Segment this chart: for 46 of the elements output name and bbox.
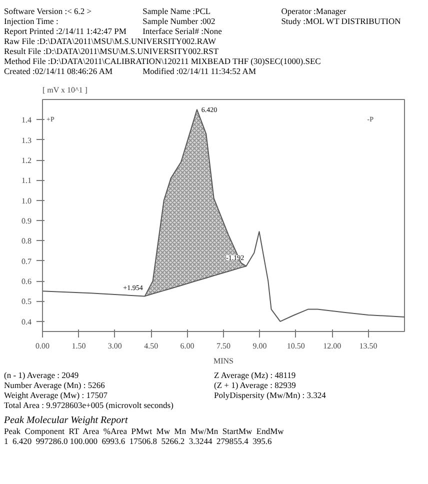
text: Created :02/14/11 08:46:26 AM	[4, 66, 114, 76]
text: (Z + 1) Average : 82939	[214, 380, 297, 390]
x-tick-label: 4.50	[144, 342, 158, 350]
y-tick-label: 1.2	[22, 156, 32, 166]
text: Number Average (Mn) : 5266	[4, 380, 106, 390]
text: Method File :D:\DATA\2011\CALIBRATION\120211 MIXBEAD THF (30)SEC(1000).SEC	[4, 56, 321, 66]
x-axis-title: MINS	[214, 356, 234, 366]
y-tick-label: 0.6	[22, 277, 32, 286]
text: Study :MOL WT DISTRIBUTION	[281, 16, 402, 26]
y-tick-label: 1.4	[22, 116, 32, 125]
y-tick-label: 0.5	[22, 297, 32, 306]
text: Weight Average (Mw) : 17507	[4, 390, 108, 400]
text: Sample Name :PCL	[142, 6, 212, 16]
y-tick-label: 0.4	[22, 317, 32, 326]
text: PolyDispersity (Mw/Mn) : 3.324	[214, 390, 327, 400]
x-tick-label: 3.00	[108, 342, 122, 350]
text: Z Average (Mz) : 48119	[214, 370, 297, 380]
text: Operator :Manager	[281, 6, 348, 16]
x-tick-label: 13.50	[359, 342, 378, 350]
text: 1 6.420 997286.0 100.000 6993.6 17506.8 5266.2 3.3244 279855.4 395.6	[4, 436, 273, 446]
y-tick-label: 0.8	[22, 236, 32, 246]
y-tick-label: 1.0	[22, 196, 32, 206]
y-tick-label: 0.9	[22, 216, 32, 226]
text: Raw File :D:\DATA\2011\MSU\M.S.UNIVERSITY002.RAW	[4, 36, 216, 46]
text: Peak Component RT Area %Area PMwt Mw Mn Mw/Mn StartMw EndMw	[4, 426, 285, 436]
y-tick-label: 0.7	[22, 256, 32, 266]
x-tick-label: 1.50	[72, 342, 86, 350]
x-tick-label: 0.00	[36, 342, 50, 350]
text: Report Printed :2/14/11 1:42:47 PM	[4, 26, 128, 36]
x-tick-label: 10.50	[286, 342, 305, 350]
text: Peak Molecular Weight Report	[4, 415, 129, 426]
y-axis-title: [ mV x 10^1 ]	[42, 86, 88, 94]
x-tick-label: 9.00	[252, 342, 267, 350]
text: (n - 1) Average : 2049	[4, 370, 80, 380]
y-tick-label: 1.1	[22, 176, 32, 186]
text: Software Version :< 6.2 >	[4, 6, 93, 16]
text: Total Area : 9.9728603e+005 (microvolt seconds)	[4, 400, 174, 410]
x-tick-label: 7.50	[216, 342, 230, 350]
y-tick-label: 1.3	[22, 136, 32, 145]
text: Sample Number :002	[142, 16, 216, 26]
text: Injection Time :	[4, 16, 60, 26]
text: Modified :02/14/11 11:34:52 AM	[142, 66, 258, 76]
text: Result File :D:\DATA\2011\MSU\M.S.UNIVERSITY002.RST	[4, 46, 219, 56]
x-tick-label: 12.00	[323, 342, 342, 350]
text: Interface Serial# :None	[142, 26, 223, 36]
x-tick-label: 6.00	[180, 342, 194, 350]
